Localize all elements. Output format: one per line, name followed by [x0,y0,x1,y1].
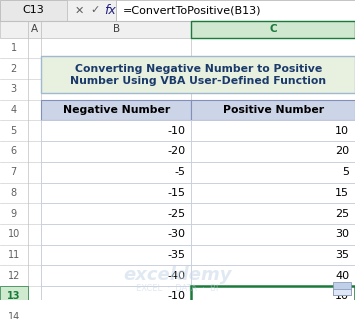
Bar [0,100,355,121]
Text: 10: 10 [335,291,349,301]
Bar [0,79,355,100]
Bar [0,58,355,79]
Bar [41,121,192,141]
Bar [0,203,355,224]
Bar [41,141,192,162]
Bar [41,224,192,245]
Text: ✓: ✓ [90,5,99,15]
Text: 13: 13 [8,291,20,301]
Bar [0,141,355,162]
Text: 3: 3 [11,85,17,94]
Bar [41,21,192,38]
Text: fx: fx [105,4,116,17]
Bar [41,245,192,265]
Bar [41,56,355,93]
Bar [41,265,192,286]
Bar [0,21,28,38]
Text: =ConvertToPositive(B13): =ConvertToPositive(B13) [122,5,261,15]
Text: 25: 25 [335,209,349,219]
Bar [0,286,355,307]
Text: 5: 5 [342,167,349,177]
Text: 12: 12 [8,271,20,281]
Text: A: A [31,24,38,34]
Bar [192,182,355,203]
Bar [0,265,355,286]
Bar [0,121,355,141]
Bar [41,100,192,121]
Text: -35: -35 [167,250,185,260]
Bar [350,302,355,307]
Bar [333,282,351,295]
Text: B: B [113,24,120,34]
Text: -10: -10 [167,126,185,136]
Bar [41,203,192,224]
Bar [0,38,355,58]
Bar [192,21,355,38]
Bar [67,0,116,21]
Text: 1: 1 [11,43,17,53]
Text: 10: 10 [8,229,20,239]
Bar [192,224,355,245]
Bar [192,265,355,286]
Bar [0,162,355,182]
Text: 40: 40 [335,271,349,281]
Text: 30: 30 [335,229,349,239]
Text: ✕: ✕ [74,5,84,15]
Bar [192,162,355,182]
Bar [192,286,355,307]
Text: C: C [270,24,277,34]
Text: C: C [270,24,277,34]
Bar [116,0,355,21]
Text: exceldemy: exceldemy [123,266,232,284]
Text: 6: 6 [11,146,17,157]
Bar [0,182,355,203]
Bar [41,182,192,203]
Text: 14: 14 [8,312,20,319]
Text: EXCEL  ·  DATA  ·  BI: EXCEL · DATA · BI [136,284,219,293]
Text: Negative Number: Negative Number [63,105,170,115]
Text: 13: 13 [7,291,21,301]
Text: 7: 7 [11,167,17,177]
Text: 10: 10 [335,291,349,301]
Bar [28,21,41,38]
Text: Positive Number: Positive Number [223,105,324,115]
Text: 4: 4 [11,105,17,115]
Bar [41,286,192,307]
Bar [192,100,355,121]
Bar [192,141,355,162]
Bar [192,245,355,265]
Text: 9: 9 [11,209,17,219]
Text: -10: -10 [167,291,185,301]
Text: -20: -20 [167,146,185,157]
Bar [192,121,355,141]
Text: -25: -25 [167,209,185,219]
Text: 11: 11 [8,250,20,260]
Text: C13: C13 [23,5,44,15]
Bar [41,162,192,182]
Bar [0,286,28,307]
Text: 8: 8 [11,188,17,198]
Text: 15: 15 [335,188,349,198]
Text: 35: 35 [335,250,349,260]
Bar [333,289,351,295]
Bar [192,286,355,307]
Text: 2: 2 [11,64,17,74]
Bar [0,0,67,21]
Bar [192,203,355,224]
Text: -15: -15 [167,188,185,198]
Bar [0,0,355,21]
Text: -30: -30 [167,229,185,239]
Bar [0,245,355,265]
Bar [192,21,355,38]
Text: 10: 10 [335,126,349,136]
Bar [0,224,355,245]
Bar [0,307,355,319]
Text: 20: 20 [335,146,349,157]
Text: -40: -40 [167,271,185,281]
Text: Converting Negative Number to Positive
Number Using VBA User-Defined Function: Converting Negative Number to Positive N… [70,64,327,86]
Text: -5: -5 [175,167,185,177]
Text: 5: 5 [11,126,17,136]
